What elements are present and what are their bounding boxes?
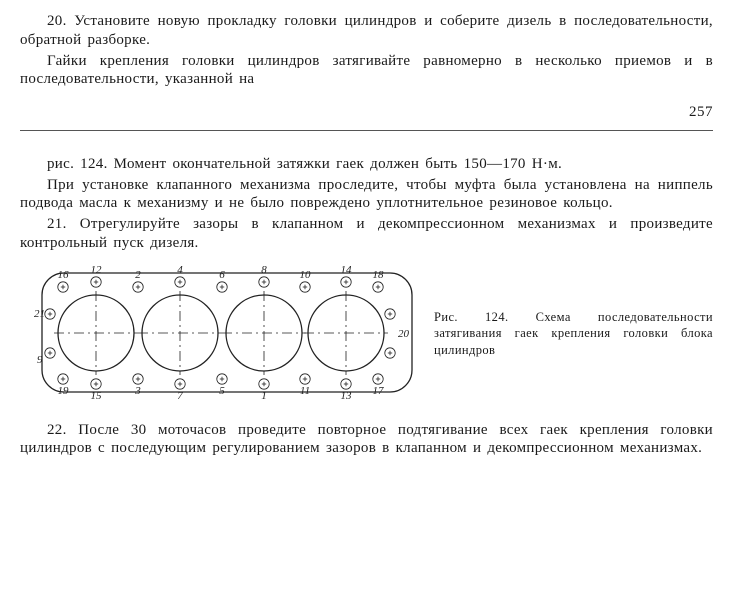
paragraph-20b: Гайки крепления головки цилиндров затяги… (20, 52, 713, 90)
svg-text:3: 3 (134, 385, 141, 397)
svg-text:17: 17 (373, 385, 385, 397)
paragraph-fig-cont: рис. 124. Момент окончательной затяжки г… (20, 155, 713, 174)
svg-text:21: 21 (34, 308, 45, 320)
svg-text:14: 14 (341, 264, 353, 276)
paragraph-20: 20. Установите новую прокладку головки ц… (20, 12, 713, 50)
svg-text:1: 1 (261, 390, 267, 402)
svg-text:8: 8 (261, 264, 267, 276)
page-separator (20, 130, 713, 131)
svg-text:12: 12 (91, 264, 103, 276)
svg-text:5: 5 (219, 385, 225, 397)
svg-text:7: 7 (177, 390, 183, 402)
figure-124-diagram: 161224681014181915375111131721920 (20, 259, 420, 409)
svg-text:10: 10 (300, 269, 312, 281)
svg-text:11: 11 (300, 385, 310, 397)
svg-text:15: 15 (91, 390, 103, 402)
page-number: 257 (20, 103, 713, 122)
svg-text:6: 6 (219, 269, 225, 281)
svg-text:9: 9 (37, 354, 43, 366)
svg-text:20: 20 (398, 328, 410, 340)
svg-text:13: 13 (341, 390, 353, 402)
paragraph-21: 21. Отрегулируйте зазоры в клапанном и д… (20, 215, 713, 253)
figure-124-row: 161224681014181915375111131721920 Рис. 1… (20, 259, 713, 409)
figure-124-caption: Рис. 124. Схема последовательности затяг… (420, 309, 713, 358)
svg-text:2: 2 (135, 269, 141, 281)
svg-text:4: 4 (177, 264, 183, 276)
svg-text:16: 16 (58, 269, 70, 281)
paragraph-install-note: При установке клапанного механизма просл… (20, 176, 713, 214)
svg-text:18: 18 (373, 269, 385, 281)
svg-text:19: 19 (58, 385, 70, 397)
paragraph-22: 22. После 30 моточасов проведите повторн… (20, 421, 713, 459)
